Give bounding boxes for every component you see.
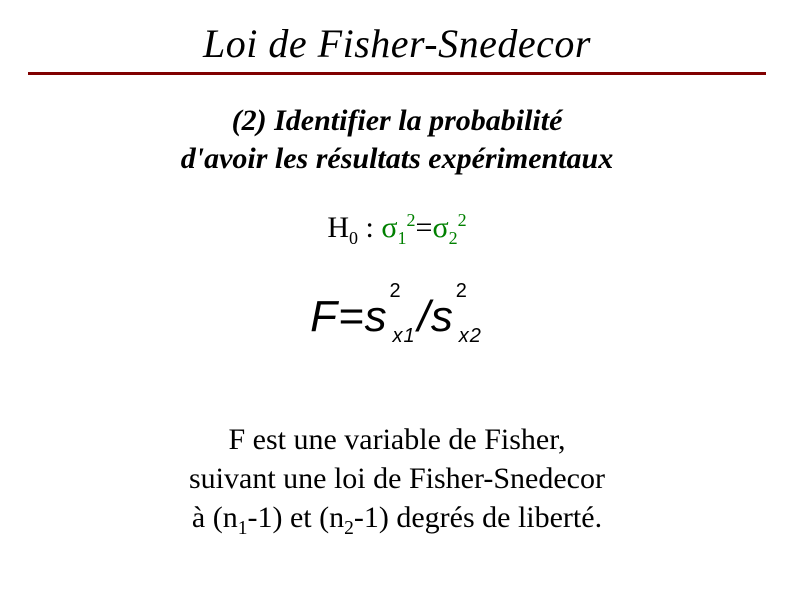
sigma1-sup: 2 xyxy=(407,210,416,230)
colon: : xyxy=(358,211,381,244)
f-letter: F xyxy=(310,292,338,341)
formula: F=s2x1 /s2x2 xyxy=(0,292,794,342)
h-letter: H xyxy=(327,211,349,244)
hypothesis: H0 : σ12=σ22 xyxy=(0,210,794,249)
sigma2-sub: 2 xyxy=(449,228,458,248)
equals: = xyxy=(416,211,433,244)
l3-mid2: -1) degrés de liberté. xyxy=(354,501,602,534)
sigma-letter: σ xyxy=(381,211,397,244)
s2-sup: 2 xyxy=(456,280,468,303)
f-equals: = xyxy=(338,292,365,341)
sigma1: σ12 xyxy=(381,211,415,244)
body-text: F est une variable de Fisher, suivant un… xyxy=(0,420,794,541)
sigma-letter-2: σ xyxy=(432,211,448,244)
l3-mid1: -1) et (n xyxy=(247,501,344,534)
s1-letter: s xyxy=(365,292,388,341)
h0-label: H0 xyxy=(327,211,358,244)
subtitle-block: (2) Identifier la probabilité d'avoir le… xyxy=(0,104,794,176)
l3-sub2: 2 xyxy=(344,518,354,539)
subtitle-line1: (2) Identifier la probabilité xyxy=(232,104,563,137)
divider xyxy=(28,72,766,75)
subtitle-line2: d'avoir les résultats expérimentaux xyxy=(0,142,794,176)
s1-group: s2x1 xyxy=(365,292,388,342)
sigma2-sup: 2 xyxy=(458,210,467,230)
s2-sub: x2 xyxy=(459,325,482,348)
sigma2: σ22 xyxy=(432,211,466,244)
s2-group: s2x2 xyxy=(431,292,454,342)
page-title: Loi de Fisher-Snedecor xyxy=(0,20,794,67)
s1-sub: x1 xyxy=(393,325,416,348)
body-line1: F est une variable de Fisher, xyxy=(0,420,794,459)
slide: Loi de Fisher-Snedecor (2) Identifier la… xyxy=(0,0,794,595)
s2-letter: s xyxy=(431,292,454,341)
h-sub: 0 xyxy=(349,228,358,248)
l3-pre: à (n xyxy=(192,501,238,534)
sigma1-sub: 1 xyxy=(398,228,407,248)
body-line3: à (n1-1) et (n2-1) degrés de liberté. xyxy=(0,498,794,541)
slash: / xyxy=(418,292,431,341)
body-line2: suivant une loi de Fisher-Snedecor xyxy=(0,459,794,498)
s1-sup: 2 xyxy=(390,280,402,303)
